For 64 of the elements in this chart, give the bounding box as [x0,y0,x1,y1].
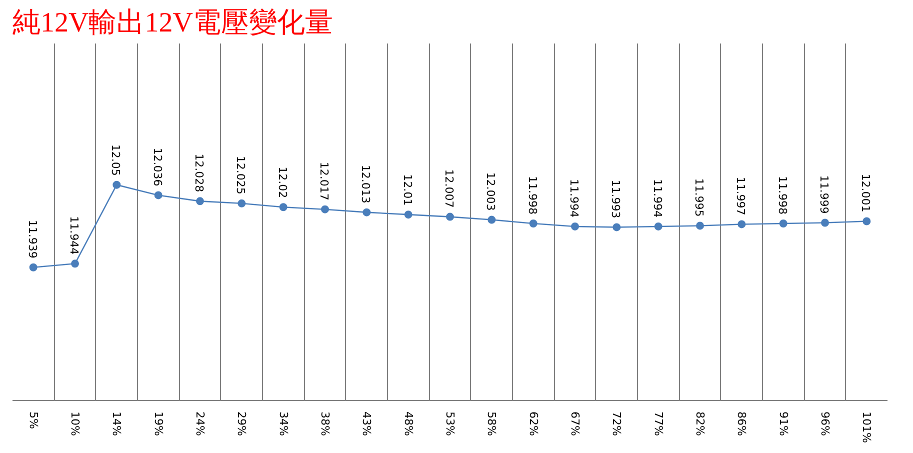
x-tick-label: 43% [360,412,374,436]
x-tick-label: 58% [485,412,498,436]
point [446,212,454,221]
x-tick-label: 19% [152,412,165,436]
data-label: 11.995 [692,178,706,217]
x-tick-label: 24% [194,412,206,436]
point [238,199,246,208]
x-tick-label: 53% [444,412,456,436]
point [654,222,662,230]
data-label: 11.944 [68,216,80,255]
data-label: 12.036 [150,148,164,186]
point [738,220,746,228]
x-tick-label: 10% [68,412,82,436]
x-tick-label: 86% [735,412,748,436]
x-tick-label: 14% [110,412,124,436]
data-label: 11.993 [609,180,622,218]
data-label: 12.025 [234,156,248,194]
data-label: 12.05 [109,144,122,176]
point [196,197,204,206]
point [612,223,621,232]
x-tick-label: 48% [402,412,415,436]
point [362,208,371,216]
data-label: 12.003 [484,172,498,211]
chart-title: 純12V輸出12V電壓變化量 [12,8,333,38]
point [112,180,121,189]
data-label: 11.994 [568,178,580,218]
point [29,263,38,272]
data-label: 11.939 [26,220,39,258]
point [154,191,162,200]
point [71,260,79,268]
point [696,222,704,230]
point [779,219,788,228]
point [571,222,579,230]
data-label: 11.998 [776,176,789,214]
x-tick-label: 72% [610,412,624,436]
x-tick-label: 34% [276,412,290,436]
data-label: 11.999 [818,175,830,214]
x-tick-label: 82% [694,412,706,436]
x-tick-label: 5% [26,412,40,429]
point [821,218,829,227]
data-label: 12.017 [318,162,330,200]
x-tick-label: 96% [818,412,832,436]
data-label: 12.007 [442,169,456,208]
point [279,203,288,212]
point [529,219,538,228]
x-tick-label: 38% [318,412,332,436]
x-tick-label: 62% [526,412,540,436]
data-label: 12.02 [276,166,289,198]
point [321,205,329,214]
data-label: 12.01 [400,174,414,206]
data-label: 12.013 [359,164,372,204]
x-tick-label: 101% [860,412,874,443]
data-label: 11.997 [734,176,748,216]
x-tick-label: 77% [652,412,665,436]
point [488,216,496,224]
point [862,217,871,226]
x-tick-label: 91% [776,412,790,436]
data-label: 12.001 [859,174,872,212]
x-tick-label: 67% [568,412,582,436]
data-label: 11.994 [650,178,664,218]
data-label: 11.998 [526,176,539,214]
x-tick-label: 29% [235,412,248,436]
data-label: 12.028 [192,154,206,192]
point [404,210,412,219]
